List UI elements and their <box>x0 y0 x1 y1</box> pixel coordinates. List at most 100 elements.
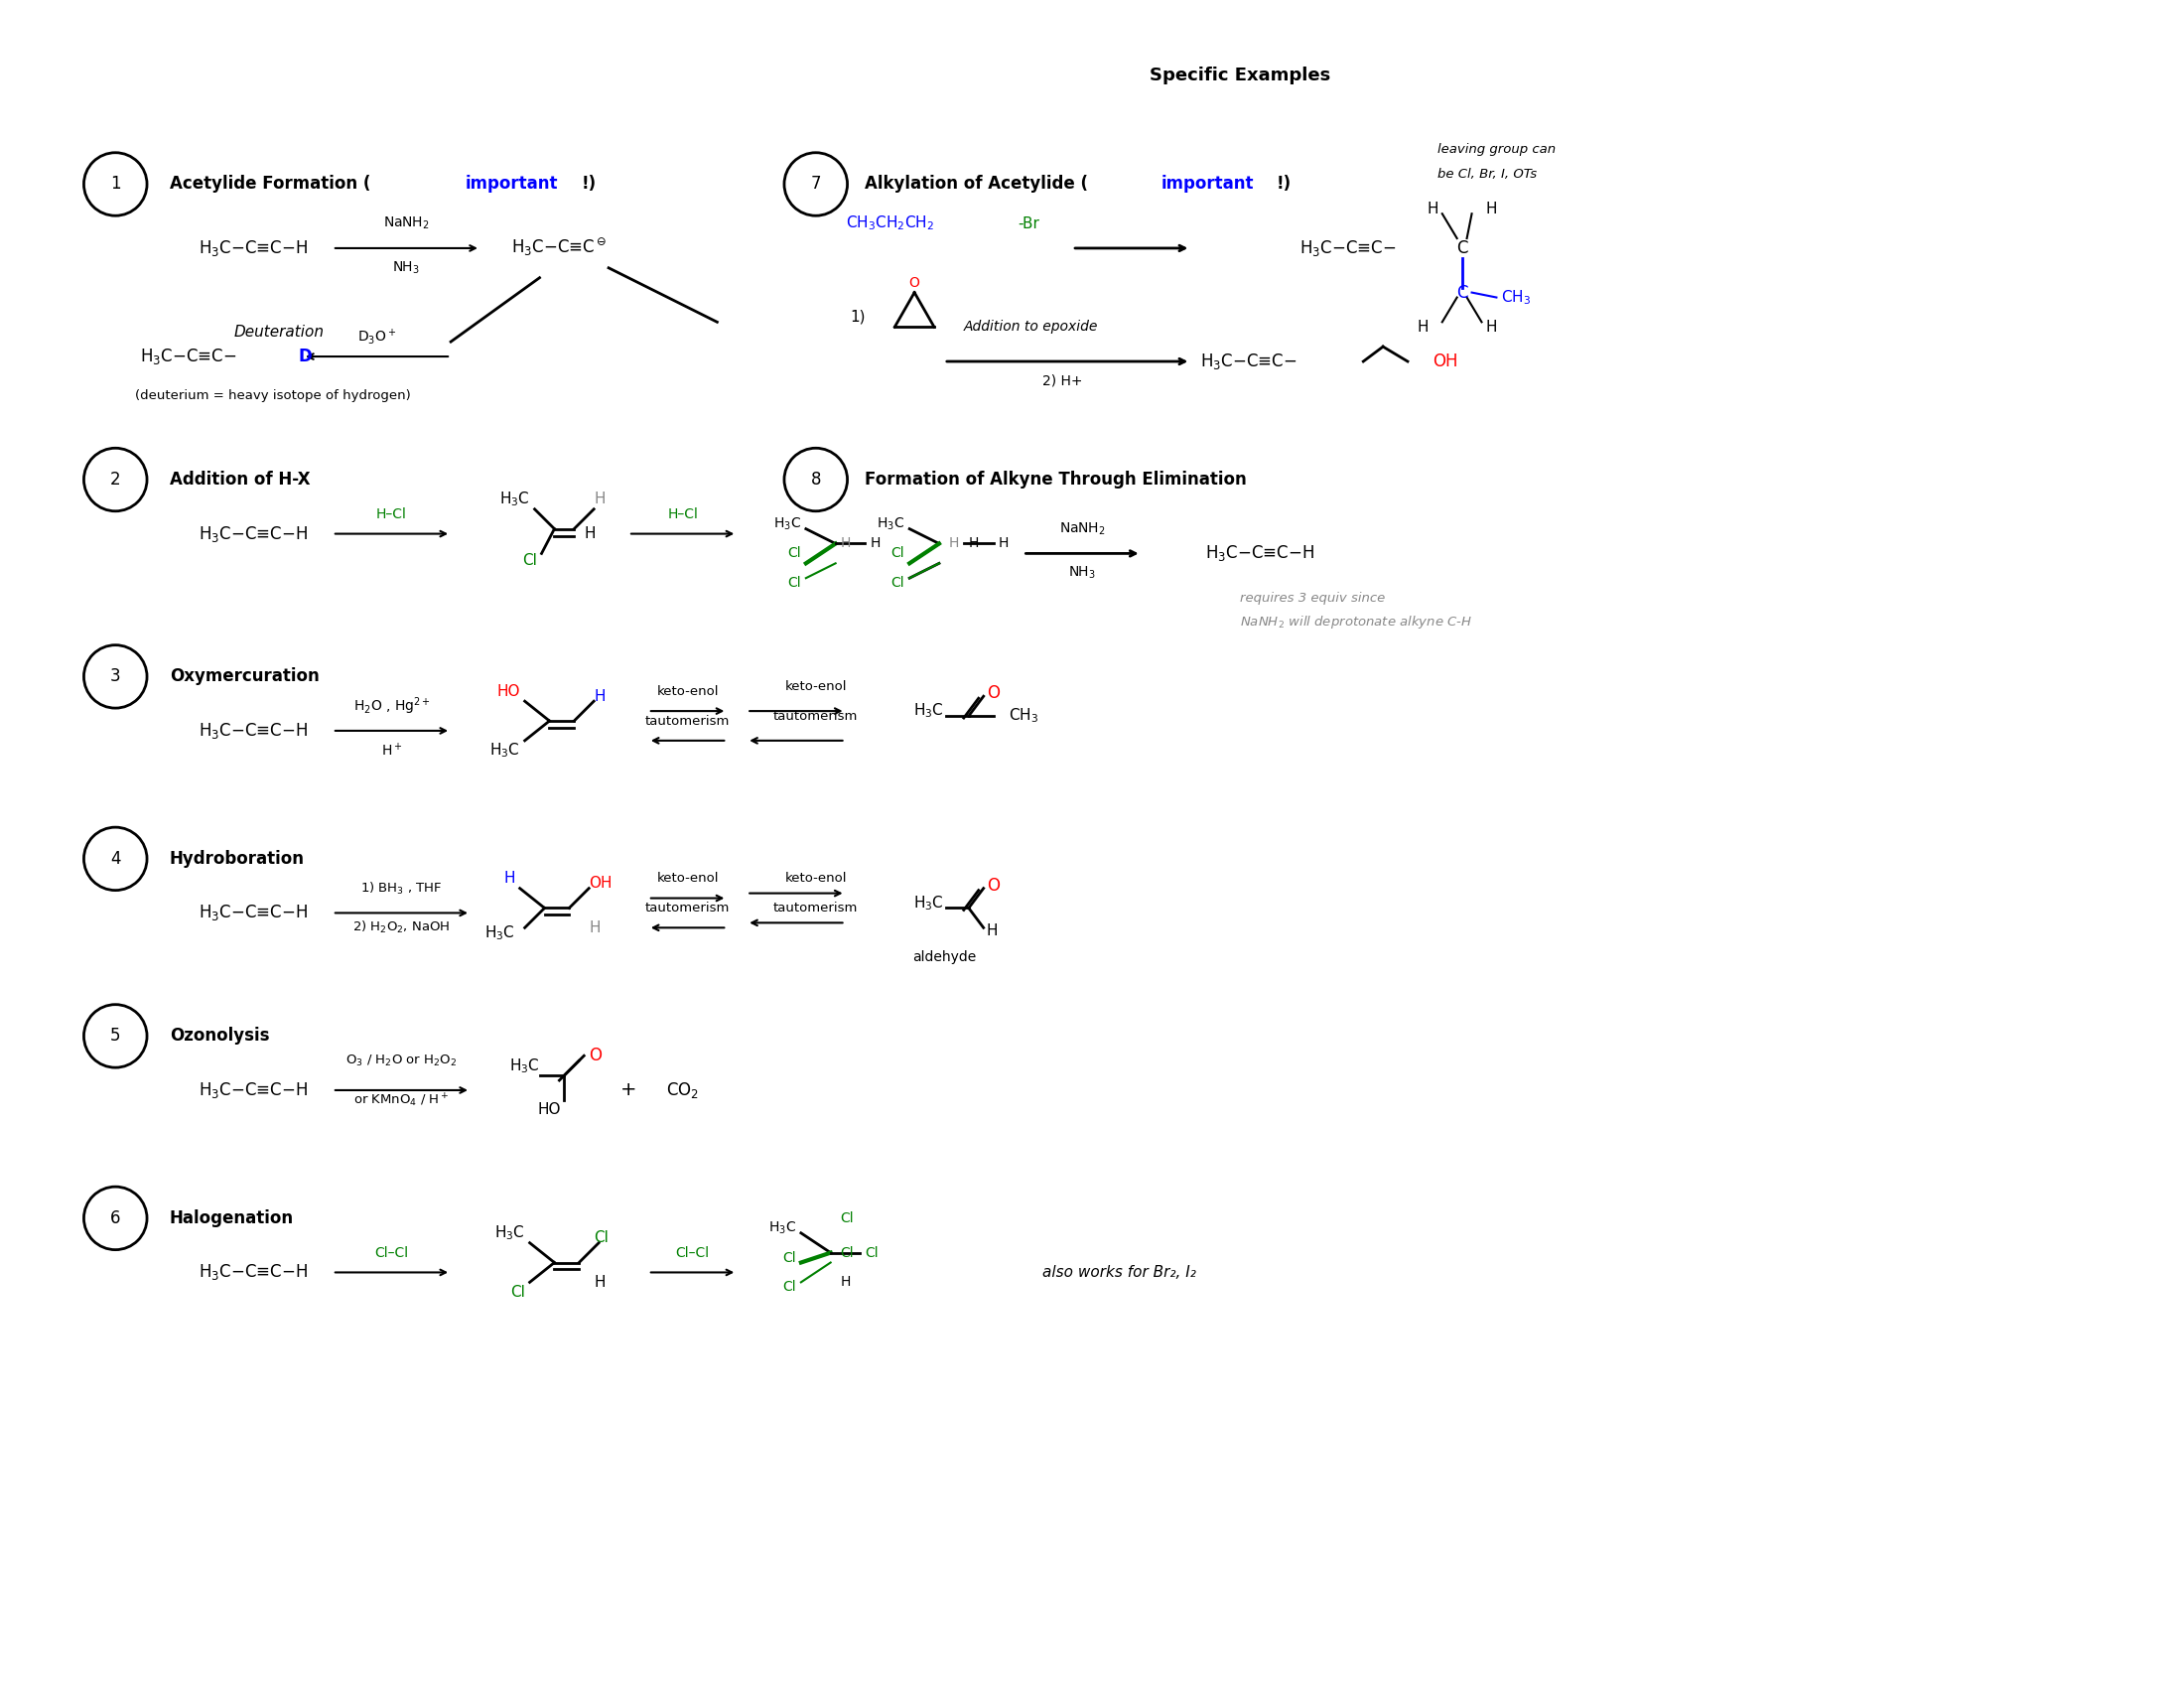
Text: NaNH$_2$: NaNH$_2$ <box>384 216 430 231</box>
Text: H: H <box>998 537 1009 550</box>
Text: (deuterium = heavy isotope of hydrogen): (deuterium = heavy isotope of hydrogen) <box>135 390 411 402</box>
Text: NH$_3$: NH$_3$ <box>1068 565 1096 581</box>
Text: H$_3$C$-$C≡C$-$: H$_3$C$-$C≡C$-$ <box>1299 238 1396 258</box>
Text: 4: 4 <box>109 849 120 868</box>
Text: H$_3$C: H$_3$C <box>773 517 802 532</box>
Text: H$_3$C$-$C≡C$-$H: H$_3$C$-$C≡C$-$H <box>199 238 308 258</box>
Text: H$_3$C: H$_3$C <box>485 923 515 942</box>
Text: Cl: Cl <box>865 1246 878 1259</box>
Text: Cl: Cl <box>841 1246 854 1259</box>
Text: H$_3$C: H$_3$C <box>489 741 520 760</box>
Text: H–Cl: H–Cl <box>376 506 406 522</box>
Text: HO: HO <box>537 1102 561 1117</box>
Text: tautomerism: tautomerism <box>644 901 729 915</box>
Text: tautomerism: tautomerism <box>644 714 729 728</box>
Text: !): !) <box>1275 176 1291 192</box>
Text: NaNH$_2$: NaNH$_2$ <box>1059 520 1105 537</box>
Text: keto-enol: keto-enol <box>784 680 847 692</box>
Text: 1) BH$_3$ , THF: 1) BH$_3$ , THF <box>360 881 443 896</box>
Text: OH: OH <box>590 876 612 891</box>
Text: 8: 8 <box>810 471 821 488</box>
Text: H$_3$C: H$_3$C <box>509 1057 539 1075</box>
Text: CH$_3$CH$_2$CH$_2$: CH$_3$CH$_2$CH$_2$ <box>845 214 935 233</box>
Text: C: C <box>1457 284 1468 302</box>
Text: H: H <box>594 689 605 704</box>
Text: Ozonolysis: Ozonolysis <box>170 1026 269 1045</box>
Text: Cl–Cl: Cl–Cl <box>675 1246 710 1259</box>
Text: HO: HO <box>496 684 520 699</box>
Text: NaNH$_2$ will deprotonate alkyne C-H: NaNH$_2$ will deprotonate alkyne C-H <box>1241 614 1472 631</box>
Text: +: + <box>620 1080 636 1099</box>
Text: Halogenation: Halogenation <box>170 1209 295 1227</box>
Text: 2: 2 <box>109 471 120 488</box>
Text: Cl: Cl <box>782 1251 795 1264</box>
Text: O: O <box>987 684 1000 702</box>
Text: H: H <box>1485 201 1498 216</box>
Text: 6: 6 <box>109 1209 120 1227</box>
Text: H: H <box>1417 319 1428 334</box>
Text: Alkylation of Acetylide (: Alkylation of Acetylide ( <box>865 176 1088 192</box>
Text: H: H <box>841 1276 852 1290</box>
Text: H$_3$C$-$C≡C$-$H: H$_3$C$-$C≡C$-$H <box>199 1080 308 1101</box>
Text: H$_3$C$-$C≡C$-$H: H$_3$C$-$C≡C$-$H <box>199 1263 308 1283</box>
Text: requires 3 equiv since: requires 3 equiv since <box>1241 591 1385 604</box>
Text: H$_3$C: H$_3$C <box>913 895 943 913</box>
Text: H: H <box>590 920 601 935</box>
Text: CH$_3$: CH$_3$ <box>1500 289 1531 307</box>
Text: O: O <box>987 876 1000 895</box>
Text: H$^+$: H$^+$ <box>380 741 402 760</box>
Text: Cl: Cl <box>891 547 904 560</box>
Text: H$_3$C: H$_3$C <box>494 1224 524 1242</box>
Text: H$_2$O , Hg$^{2+}$: H$_2$O , Hg$^{2+}$ <box>354 695 430 717</box>
Text: be Cl, Br, I, OTs: be Cl, Br, I, OTs <box>1437 167 1538 181</box>
Text: H: H <box>841 537 852 550</box>
Text: H$_3$C$-$C≡C$-$: H$_3$C$-$C≡C$-$ <box>140 346 236 366</box>
Text: Cl: Cl <box>522 554 537 567</box>
Text: H$_3$C$-$C≡C$-$H: H$_3$C$-$C≡C$-$H <box>199 903 308 923</box>
Text: aldehyde: aldehyde <box>913 950 976 964</box>
Text: H$_3$C$-$C≡C$-$: H$_3$C$-$C≡C$-$ <box>1201 351 1297 371</box>
Text: keto-enol: keto-enol <box>657 685 719 697</box>
Text: H: H <box>950 537 959 550</box>
Text: 5: 5 <box>109 1026 120 1045</box>
Text: H$_3$C$-$C≡C$-$H: H$_3$C$-$C≡C$-$H <box>1206 544 1315 564</box>
Text: 3: 3 <box>109 668 120 685</box>
Text: H$_3$C$-$C≡C$^\ominus$: H$_3$C$-$C≡C$^\ominus$ <box>511 238 607 260</box>
Text: Acetylide Formation (: Acetylide Formation ( <box>170 176 371 192</box>
Text: tautomerism: tautomerism <box>773 901 858 915</box>
Text: Oxymercuration: Oxymercuration <box>170 668 319 685</box>
Text: H: H <box>869 537 880 550</box>
Text: Addition of H-X: Addition of H-X <box>170 471 310 488</box>
Text: O: O <box>909 275 919 290</box>
Text: H: H <box>505 871 515 886</box>
Text: Addition to epoxide: Addition to epoxide <box>963 321 1099 334</box>
Text: H: H <box>987 923 998 939</box>
Text: 1): 1) <box>850 309 865 324</box>
Text: H$_3$C: H$_3$C <box>500 490 531 508</box>
Text: 2) H+: 2) H+ <box>1042 375 1083 388</box>
Text: H: H <box>594 1274 605 1290</box>
Text: H$_3$C: H$_3$C <box>913 702 943 721</box>
Text: Cl: Cl <box>788 576 802 591</box>
Text: Formation of Alkyne Through Elimination: Formation of Alkyne Through Elimination <box>865 471 1247 488</box>
Text: H$_3$C$-$C≡C$-$H: H$_3$C$-$C≡C$-$H <box>199 523 308 544</box>
Text: C: C <box>1457 240 1468 257</box>
Text: important: important <box>465 176 559 192</box>
Text: Cl: Cl <box>782 1280 795 1295</box>
Text: H$_3$C: H$_3$C <box>876 517 904 532</box>
Text: H$_3$C$-$C≡C$-$H: H$_3$C$-$C≡C$-$H <box>199 721 308 741</box>
Text: 1: 1 <box>109 176 120 192</box>
Text: Cl: Cl <box>511 1285 524 1300</box>
Text: H: H <box>970 537 978 550</box>
Text: Cl: Cl <box>788 547 802 560</box>
Text: H: H <box>1426 201 1437 216</box>
Text: tautomerism: tautomerism <box>773 709 858 722</box>
Text: Cl–Cl: Cl–Cl <box>376 1246 408 1259</box>
Text: 2) H$_2$O$_2$, NaOH: 2) H$_2$O$_2$, NaOH <box>352 920 450 935</box>
Text: O: O <box>590 1047 603 1065</box>
Text: H: H <box>1485 319 1498 334</box>
Text: D: D <box>297 348 312 365</box>
Text: NH$_3$: NH$_3$ <box>393 260 419 277</box>
Text: H–Cl: H–Cl <box>668 506 699 522</box>
Text: CO$_2$: CO$_2$ <box>666 1080 699 1101</box>
